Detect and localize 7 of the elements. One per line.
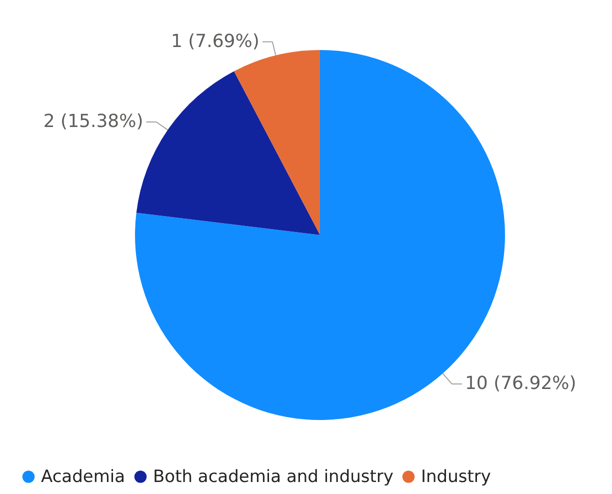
legend-label: Both academia and industry xyxy=(153,466,394,487)
data-label: 2 (15.38%) xyxy=(43,110,144,132)
legend-label: Industry xyxy=(421,466,491,487)
data-label: 1 (7.69%) xyxy=(170,30,260,52)
pie-slice xyxy=(234,50,320,235)
legend-label: Academia xyxy=(41,466,126,487)
data-label: 10 (76.92%) xyxy=(464,372,576,394)
